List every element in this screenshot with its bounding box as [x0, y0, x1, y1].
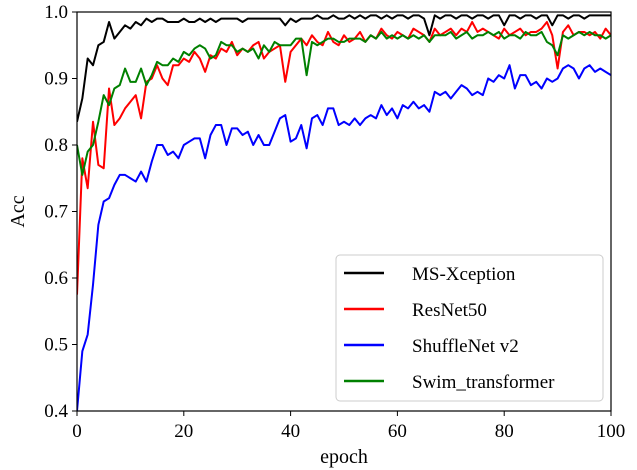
legend-box	[335, 254, 604, 402]
y-axis-label: Acc	[7, 195, 29, 227]
series-line-1	[77, 14, 611, 122]
y-tick-label: 0.7	[44, 202, 68, 223]
legend-entry-label: MS-Xception	[412, 264, 516, 285]
y-tick-label: 0.8	[44, 135, 68, 156]
legend-entry-label: ResNet50	[412, 300, 487, 321]
x-tick-label: 20	[174, 421, 193, 442]
x-tick-label: 80	[495, 421, 514, 442]
x-tick-label: 60	[388, 421, 407, 442]
x-axis-label: epoch	[320, 446, 368, 468]
series-line-3	[77, 64, 611, 411]
y-tick-label: 0.6	[44, 268, 68, 289]
y-axis: 0.4 0.5 0.6 0.7 0.8 0.9 1.0	[44, 2, 77, 422]
y-tick-label: 0.4	[44, 401, 68, 422]
legend-entry-label: Swim_transformer	[412, 372, 555, 393]
y-tick-label: 0.5	[44, 335, 68, 356]
x-axis: 0 20 40 60 80 100	[72, 411, 625, 442]
x-tick-label: 40	[281, 421, 300, 442]
legend: MS-Xception ResNet50 ShuffleNet v2 Swim_tra…	[335, 254, 604, 402]
x-tick-label: 100	[597, 421, 626, 442]
y-tick-label: 1.0	[44, 2, 68, 23]
x-tick-label: 0	[72, 421, 82, 442]
series-line-2	[77, 20, 611, 295]
series-line-4	[77, 30, 611, 176]
y-tick-label: 0.9	[44, 69, 68, 90]
legend-entry-label: ShuffleNet v2	[412, 336, 519, 357]
